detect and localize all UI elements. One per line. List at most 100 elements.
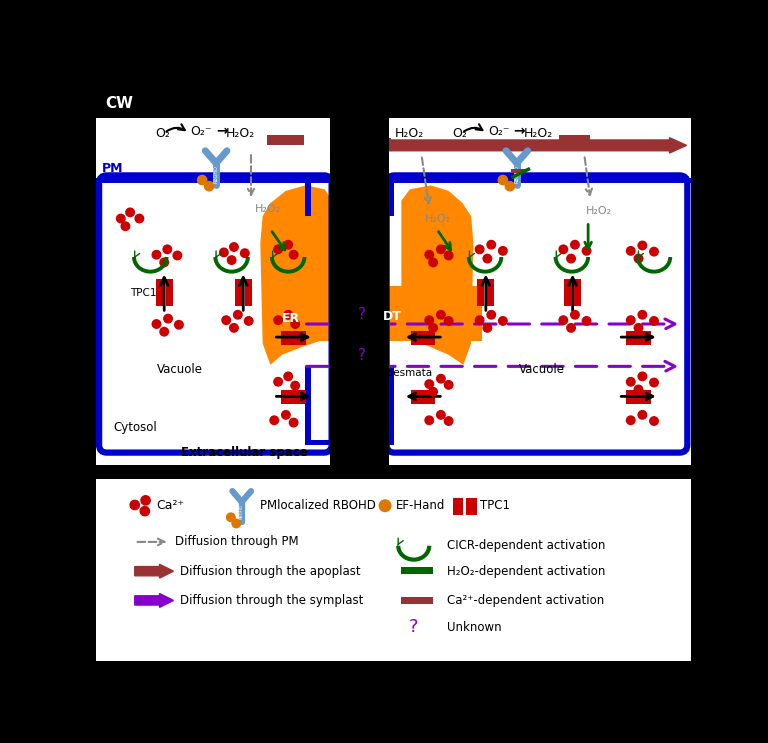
Bar [305, 366, 311, 444]
Circle shape [141, 496, 151, 505]
Bar [96, 478, 691, 661]
Text: O₂⁻: O₂⁻ [488, 125, 510, 138]
Circle shape [567, 254, 575, 263]
Bar [452, 498, 463, 515]
Text: ?: ? [358, 307, 366, 322]
Circle shape [634, 324, 643, 332]
FancyArrow shape [134, 564, 174, 578]
Circle shape [230, 324, 238, 332]
Bar [465, 498, 476, 515]
Text: CW: CW [105, 97, 134, 111]
Circle shape [230, 243, 238, 251]
Circle shape [174, 320, 184, 329]
Circle shape [141, 507, 150, 516]
Text: H₂O₂: H₂O₂ [425, 213, 451, 224]
Bar [411, 331, 435, 338]
Bar [305, 440, 395, 445]
Bar [411, 398, 435, 404]
Bar [511, 169, 525, 173]
Circle shape [232, 519, 240, 528]
Circle shape [220, 248, 228, 256]
Bar [564, 279, 571, 305]
Circle shape [244, 317, 253, 325]
Circle shape [160, 258, 168, 267]
Circle shape [135, 214, 144, 223]
Text: ?: ? [409, 618, 419, 637]
Bar [96, 89, 691, 118]
Circle shape [483, 254, 492, 263]
Circle shape [291, 319, 300, 328]
Text: H₂O₂-dependent activation: H₂O₂-dependent activation [447, 565, 605, 577]
Text: Vacuole: Vacuole [157, 363, 203, 375]
Bar [626, 331, 651, 338]
Circle shape [487, 241, 495, 249]
Bar [626, 398, 651, 404]
Circle shape [282, 411, 290, 419]
Circle shape [445, 417, 453, 425]
Circle shape [284, 372, 293, 380]
Circle shape [634, 254, 643, 263]
Bar [330, 137, 390, 148]
FancyArrow shape [389, 137, 687, 153]
Circle shape [121, 222, 130, 230]
Bar [266, 135, 303, 146]
Text: H₂O₂: H₂O₂ [524, 126, 553, 140]
Bar [305, 285, 482, 341]
Bar [96, 178, 330, 183]
Bar [96, 89, 691, 118]
Text: RBOHD: RBOHD [214, 165, 219, 183]
Circle shape [425, 250, 433, 259]
Circle shape [117, 214, 125, 223]
Circle shape [437, 311, 445, 319]
Circle shape [487, 311, 495, 319]
Text: H₂O₂: H₂O₂ [227, 126, 256, 140]
Text: Cytosol: Cytosol [113, 421, 157, 435]
Text: O₂: O₂ [452, 126, 468, 140]
Circle shape [425, 316, 433, 325]
Text: CW: CW [105, 97, 134, 111]
Text: H₂O₂: H₂O₂ [255, 204, 281, 213]
Circle shape [571, 311, 579, 319]
Circle shape [498, 175, 508, 185]
Circle shape [290, 418, 298, 426]
Circle shape [638, 411, 647, 419]
Text: TPC1: TPC1 [130, 288, 157, 298]
Text: ?: ? [358, 348, 366, 363]
Circle shape [425, 380, 433, 389]
Circle shape [559, 316, 568, 325]
Text: H₂O₂: H₂O₂ [396, 126, 425, 140]
Circle shape [475, 316, 484, 325]
Text: Vacuole: Vacuole [518, 363, 564, 375]
Text: ER: ER [282, 312, 300, 325]
Circle shape [379, 500, 391, 511]
Circle shape [638, 241, 647, 250]
Circle shape [152, 250, 161, 259]
Text: RBOHD: RBOHD [515, 165, 519, 183]
Circle shape [571, 241, 579, 249]
Bar [96, 465, 691, 478]
Bar [477, 279, 485, 305]
Bar [401, 597, 433, 603]
Bar [305, 178, 311, 216]
Circle shape [227, 513, 235, 522]
Circle shape [284, 311, 293, 319]
Bar [574, 279, 581, 305]
Circle shape [445, 380, 453, 389]
Bar [389, 366, 395, 444]
Bar [401, 568, 433, 574]
Circle shape [274, 245, 283, 253]
Bar [305, 178, 333, 183]
Circle shape [475, 245, 484, 253]
Circle shape [559, 245, 568, 253]
Circle shape [505, 181, 515, 191]
Circle shape [650, 317, 658, 325]
Polygon shape [402, 186, 473, 365]
Bar [281, 331, 306, 338]
Text: O₂: O₂ [155, 126, 170, 140]
Circle shape [270, 416, 279, 424]
Text: Extracellular space: Extracellular space [181, 446, 308, 459]
Circle shape [291, 381, 300, 390]
Text: Diffusion through the symplast: Diffusion through the symplast [180, 594, 363, 607]
Circle shape [650, 378, 658, 387]
Bar [156, 279, 163, 305]
